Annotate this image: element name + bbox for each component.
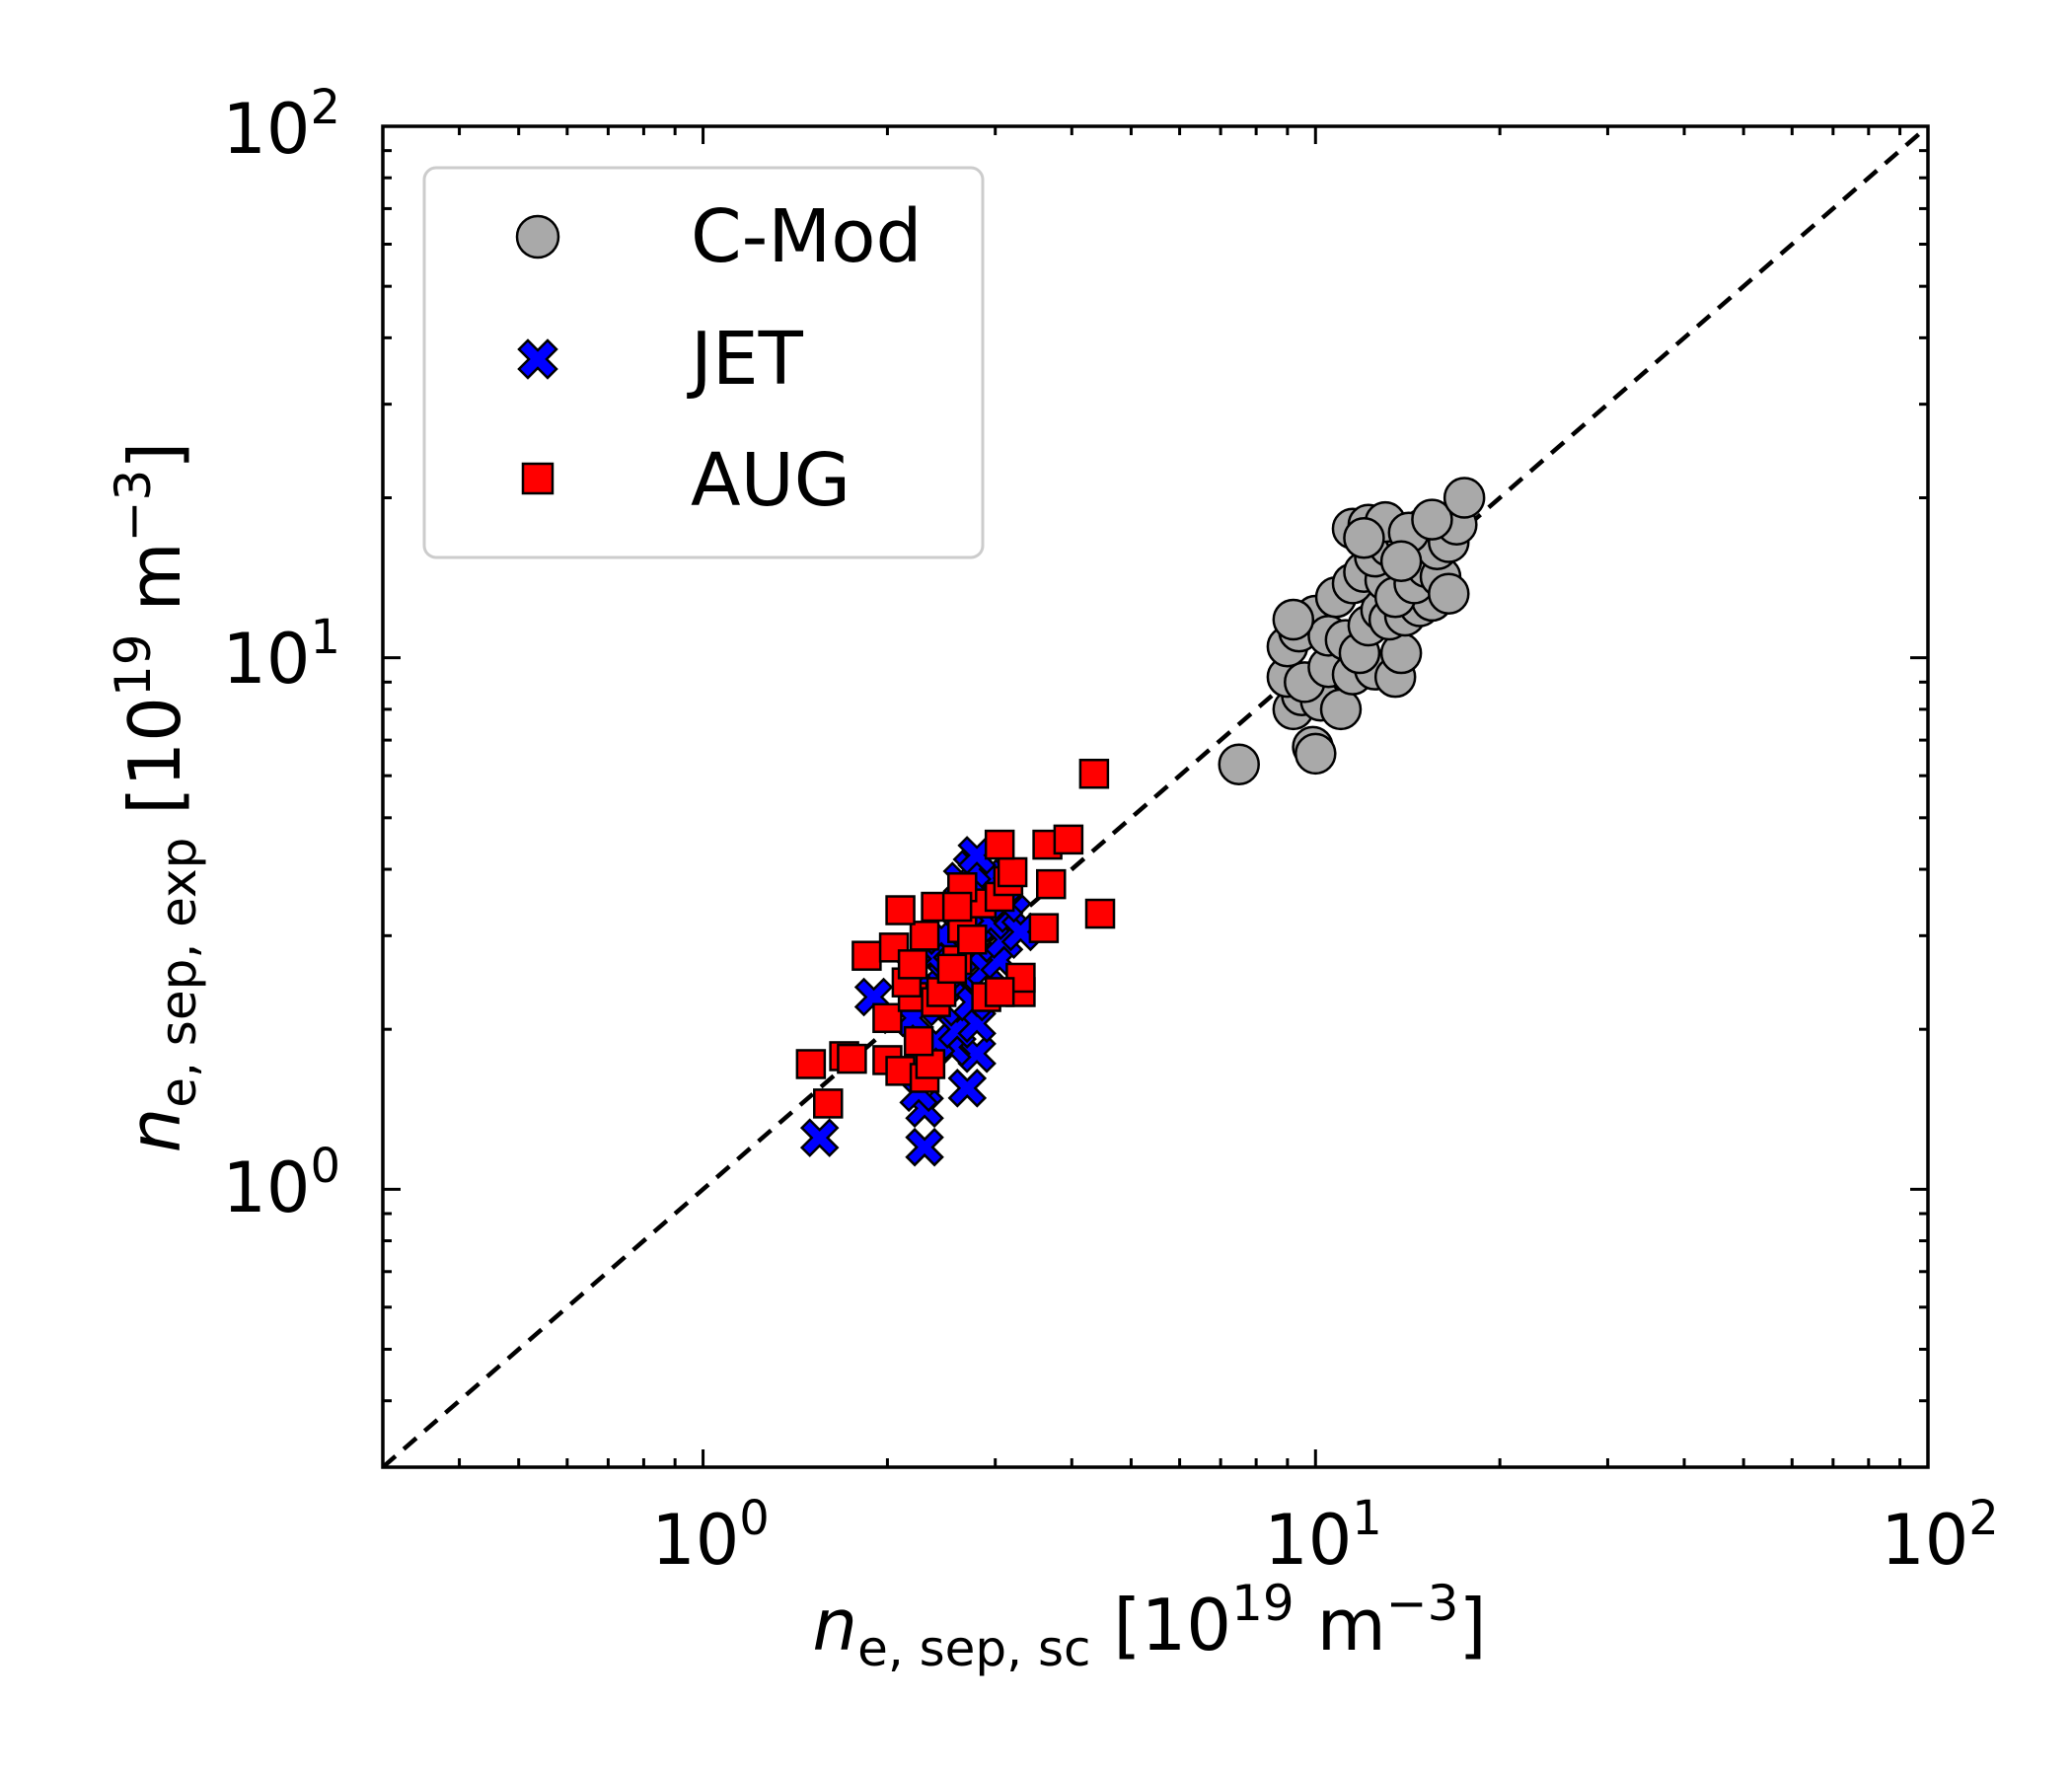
data-point-aug [997, 856, 1028, 888]
data-point-aug [1028, 913, 1060, 943]
legend-box [422, 166, 985, 559]
data-point-c-mod [1319, 688, 1363, 731]
x-tick-label: 101 [1264, 1491, 1382, 1581]
data-point-aug [872, 1002, 903, 1034]
data-point-aug [941, 891, 973, 923]
x-axis-label: ne, sep, sc [1019 m−3] [812, 1575, 1486, 1677]
data-point-aug [903, 1025, 934, 1057]
legend-label: AUG [691, 438, 851, 523]
x-tick-label: 102 [1881, 1491, 1999, 1581]
data-point-c-mod [1343, 517, 1385, 559]
legend-marker-circle-icon [515, 214, 560, 259]
data-point-aug [885, 895, 916, 925]
data-point-aug [984, 977, 1015, 1007]
data-point-aug [813, 1088, 844, 1119]
legend-label: C-Mod [691, 194, 922, 279]
data-point-aug [897, 949, 928, 980]
data-point-aug [1084, 898, 1116, 929]
data-point-c-mod [1428, 572, 1470, 615]
data-point-jet [947, 1069, 988, 1108]
legend-item-cmod: C-Mod [515, 194, 922, 279]
legend: C-Mod JET AUG [422, 166, 985, 559]
data-point-aug [1078, 758, 1110, 789]
legend-item-aug: AUG [521, 438, 851, 523]
legend-marker-x-icon [517, 338, 558, 380]
legend-marker-square-icon [521, 462, 555, 495]
data-point-jet [799, 1118, 840, 1157]
data-point-aug [936, 953, 968, 985]
data-point-aug [984, 829, 1015, 860]
data-point-c-mod [1411, 498, 1453, 541]
y-tick-label: 101 [222, 610, 340, 700]
data-point-aug [909, 921, 940, 951]
data-point-c-mod [1379, 540, 1423, 582]
y-tick-label: 102 [222, 80, 340, 170]
plot-frame [381, 124, 1930, 1469]
y-tick-label: 100 [222, 1139, 340, 1228]
data-point-jet [905, 1127, 944, 1167]
legend-label: JET [687, 317, 804, 402]
x-tick-label: 100 [651, 1491, 770, 1581]
data-points-layer [795, 477, 1486, 1167]
data-point-c-mod [1218, 743, 1260, 786]
data-point-aug [1053, 824, 1084, 855]
data-point-c-mod [1272, 598, 1315, 641]
data-point-c-mod [1295, 732, 1337, 776]
data-point-aug [795, 1049, 827, 1079]
legend-item-jet: JET [517, 317, 804, 402]
reference-line-y-equals-x [383, 126, 1928, 1467]
data-point-aug [1036, 868, 1067, 900]
data-point-aug [957, 925, 988, 955]
data-point-c-mod [1443, 477, 1486, 519]
y-axis-label: ne, sep, exp [1019 m−3] [105, 442, 207, 1153]
data-point-aug [851, 940, 882, 971]
data-point-aug [837, 1043, 867, 1074]
